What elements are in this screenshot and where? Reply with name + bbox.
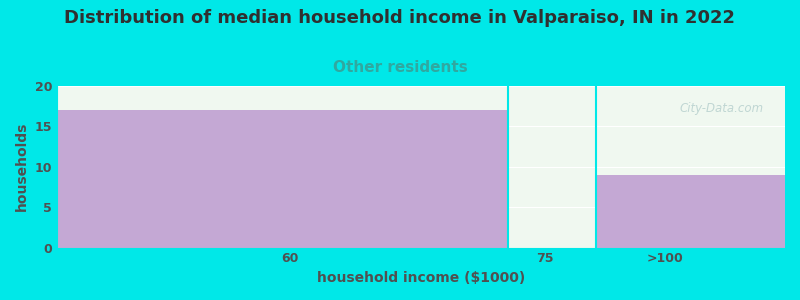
- Text: City-Data.com: City-Data.com: [679, 102, 763, 115]
- Bar: [596, 175, 785, 247]
- Y-axis label: households: households: [15, 122, 29, 212]
- Text: Other residents: Other residents: [333, 60, 467, 75]
- X-axis label: household income ($1000): household income ($1000): [317, 271, 525, 285]
- Bar: [57, 110, 508, 247]
- Text: Distribution of median household income in Valparaiso, IN in 2022: Distribution of median household income …: [65, 9, 735, 27]
